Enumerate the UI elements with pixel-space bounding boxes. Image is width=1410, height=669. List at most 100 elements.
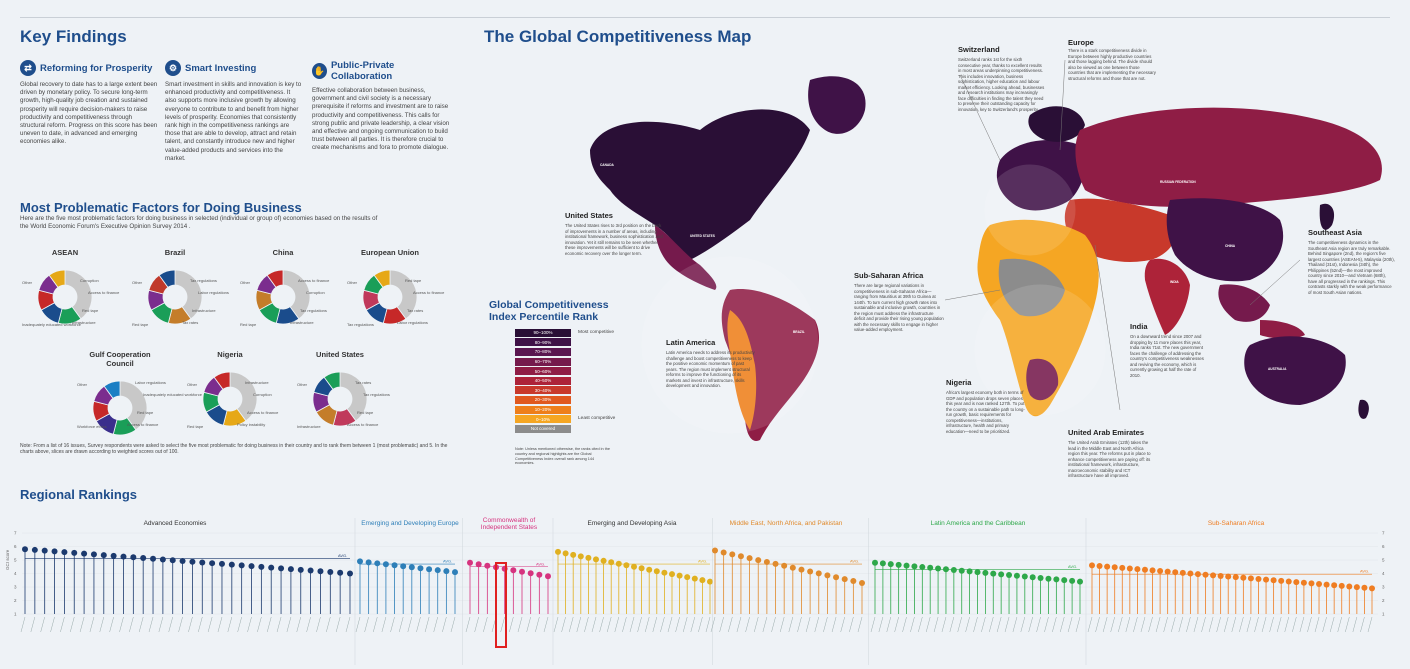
lollipop-dot[interactable] bbox=[287, 566, 294, 573]
lollipop-dot[interactable] bbox=[1006, 572, 1013, 579]
lollipop-dot[interactable] bbox=[382, 561, 389, 568]
lollipop-dot[interactable] bbox=[1346, 583, 1353, 590]
lollipop-dot[interactable] bbox=[297, 566, 304, 573]
lollipop-dot[interactable] bbox=[841, 576, 848, 583]
lollipop-dot[interactable] bbox=[555, 548, 561, 555]
lollipop-dot[interactable] bbox=[1053, 576, 1060, 583]
lollipop-dot[interactable] bbox=[248, 563, 255, 570]
lollipop-dot[interactable] bbox=[527, 570, 534, 577]
lollipop-dot[interactable] bbox=[1293, 579, 1300, 586]
lollipop-dot[interactable] bbox=[258, 563, 265, 570]
lollipop-dot[interactable] bbox=[307, 567, 314, 574]
lollipop-dot[interactable] bbox=[150, 555, 157, 562]
lollipop-dot[interactable] bbox=[815, 570, 822, 577]
lollipop-dot[interactable] bbox=[942, 566, 949, 573]
lollipop-dot[interactable] bbox=[426, 566, 433, 573]
lollipop-dot[interactable] bbox=[31, 546, 38, 553]
lollipop-dot[interactable] bbox=[879, 560, 886, 567]
lollipop-dot[interactable] bbox=[950, 566, 957, 573]
lollipop-dot[interactable] bbox=[159, 556, 166, 563]
lollipop-dot[interactable] bbox=[519, 568, 525, 575]
lollipop-dot[interactable] bbox=[570, 551, 577, 558]
lollipop-dot[interactable] bbox=[1338, 582, 1345, 589]
lollipop-dot[interactable] bbox=[1061, 577, 1068, 584]
lollipop-dot[interactable] bbox=[400, 563, 407, 570]
lollipop-dot[interactable] bbox=[347, 570, 353, 577]
lollipop-dot[interactable] bbox=[1285, 578, 1292, 585]
lollipop-dot[interactable] bbox=[199, 559, 206, 566]
lollipop-dot[interactable] bbox=[982, 569, 989, 576]
lollipop-dot[interactable] bbox=[669, 571, 675, 578]
lollipop-dot[interactable] bbox=[278, 565, 285, 572]
lollipop-dot[interactable] bbox=[238, 562, 245, 569]
lollipop-dot[interactable] bbox=[1096, 563, 1103, 570]
lollipop-dot[interactable] bbox=[1202, 571, 1209, 578]
lollipop-dot[interactable] bbox=[90, 551, 97, 558]
lollipop-dot[interactable] bbox=[585, 554, 592, 561]
lollipop-dot[interactable] bbox=[699, 577, 706, 584]
lollipop-dot[interactable] bbox=[661, 569, 668, 576]
lollipop-dot[interactable] bbox=[1157, 567, 1164, 574]
lollipop-dot[interactable] bbox=[357, 558, 363, 565]
lollipop-dot[interactable] bbox=[100, 552, 107, 559]
lollipop-dot[interactable] bbox=[545, 573, 551, 580]
lollipop-dot[interactable] bbox=[434, 567, 441, 574]
lollipop-dot[interactable] bbox=[391, 562, 398, 569]
lollipop-dot[interactable] bbox=[1278, 577, 1285, 584]
lollipop-dot[interactable] bbox=[707, 578, 713, 585]
lollipop-dot[interactable] bbox=[81, 550, 88, 557]
lollipop-dot[interactable] bbox=[789, 564, 796, 571]
lollipop-dot[interactable] bbox=[593, 556, 599, 563]
lollipop-dot[interactable] bbox=[1013, 572, 1020, 579]
lollipop-dot[interactable] bbox=[1187, 570, 1194, 577]
lollipop-dot[interactable] bbox=[755, 557, 762, 564]
lollipop-dot[interactable] bbox=[1210, 572, 1217, 579]
lollipop-dot[interactable] bbox=[189, 558, 196, 565]
lollipop-dot[interactable] bbox=[720, 549, 727, 556]
lollipop-dot[interactable] bbox=[646, 566, 653, 573]
lollipop-dot[interactable] bbox=[927, 564, 934, 571]
lollipop-dot[interactable] bbox=[772, 560, 779, 567]
lollipop-dot[interactable] bbox=[1104, 563, 1111, 570]
lollipop-dot[interactable] bbox=[1045, 575, 1052, 582]
lollipop-dot[interactable] bbox=[374, 560, 381, 567]
lollipop-dot[interactable] bbox=[824, 572, 831, 579]
lollipop-dot[interactable] bbox=[1134, 566, 1141, 573]
lollipop-dot[interactable] bbox=[712, 547, 718, 554]
lollipop-dot[interactable] bbox=[1240, 574, 1247, 581]
lollipop-dot[interactable] bbox=[179, 557, 186, 564]
lollipop-dot[interactable] bbox=[887, 561, 894, 568]
lollipop-dot[interactable] bbox=[1255, 576, 1262, 583]
lollipop-dot[interactable] bbox=[974, 569, 981, 576]
lollipop-dot[interactable] bbox=[653, 568, 660, 575]
lollipop-dot[interactable] bbox=[1361, 584, 1368, 591]
lollipop-dot[interactable] bbox=[966, 568, 973, 575]
lollipop-dot[interactable] bbox=[1369, 585, 1375, 592]
lollipop-dot[interactable] bbox=[600, 557, 607, 564]
lollipop-dot[interactable] bbox=[22, 546, 28, 553]
lollipop-dot[interactable] bbox=[631, 563, 637, 570]
lollipop-dot[interactable] bbox=[1077, 578, 1083, 585]
lollipop-dot[interactable] bbox=[623, 562, 630, 569]
lollipop-dot[interactable] bbox=[268, 564, 275, 571]
lollipop-dot[interactable] bbox=[1316, 581, 1323, 588]
lollipop-dot[interactable] bbox=[935, 565, 942, 572]
lollipop-dot[interactable] bbox=[417, 565, 424, 572]
lollipop-dot[interactable] bbox=[1323, 581, 1330, 588]
lollipop-dot[interactable] bbox=[850, 578, 857, 585]
lollipop-dot[interactable] bbox=[475, 561, 482, 568]
lollipop-dot[interactable] bbox=[467, 559, 473, 566]
lollipop-dot[interactable] bbox=[71, 549, 78, 556]
lollipop-dot[interactable] bbox=[859, 579, 865, 586]
lollipop-dot[interactable] bbox=[510, 567, 517, 574]
lollipop-dot[interactable] bbox=[61, 549, 68, 556]
lollipop-dot[interactable] bbox=[1126, 565, 1133, 572]
lollipop-dot[interactable] bbox=[781, 562, 788, 569]
lollipop-dot[interactable] bbox=[763, 558, 770, 565]
lollipop-dot[interactable] bbox=[1263, 576, 1270, 583]
lollipop-dot[interactable] bbox=[1247, 575, 1254, 582]
lollipop-dot[interactable] bbox=[1172, 569, 1179, 576]
lollipop-dot[interactable] bbox=[337, 569, 344, 576]
lollipop-dot[interactable] bbox=[608, 559, 615, 566]
lollipop-dot[interactable] bbox=[408, 564, 415, 571]
